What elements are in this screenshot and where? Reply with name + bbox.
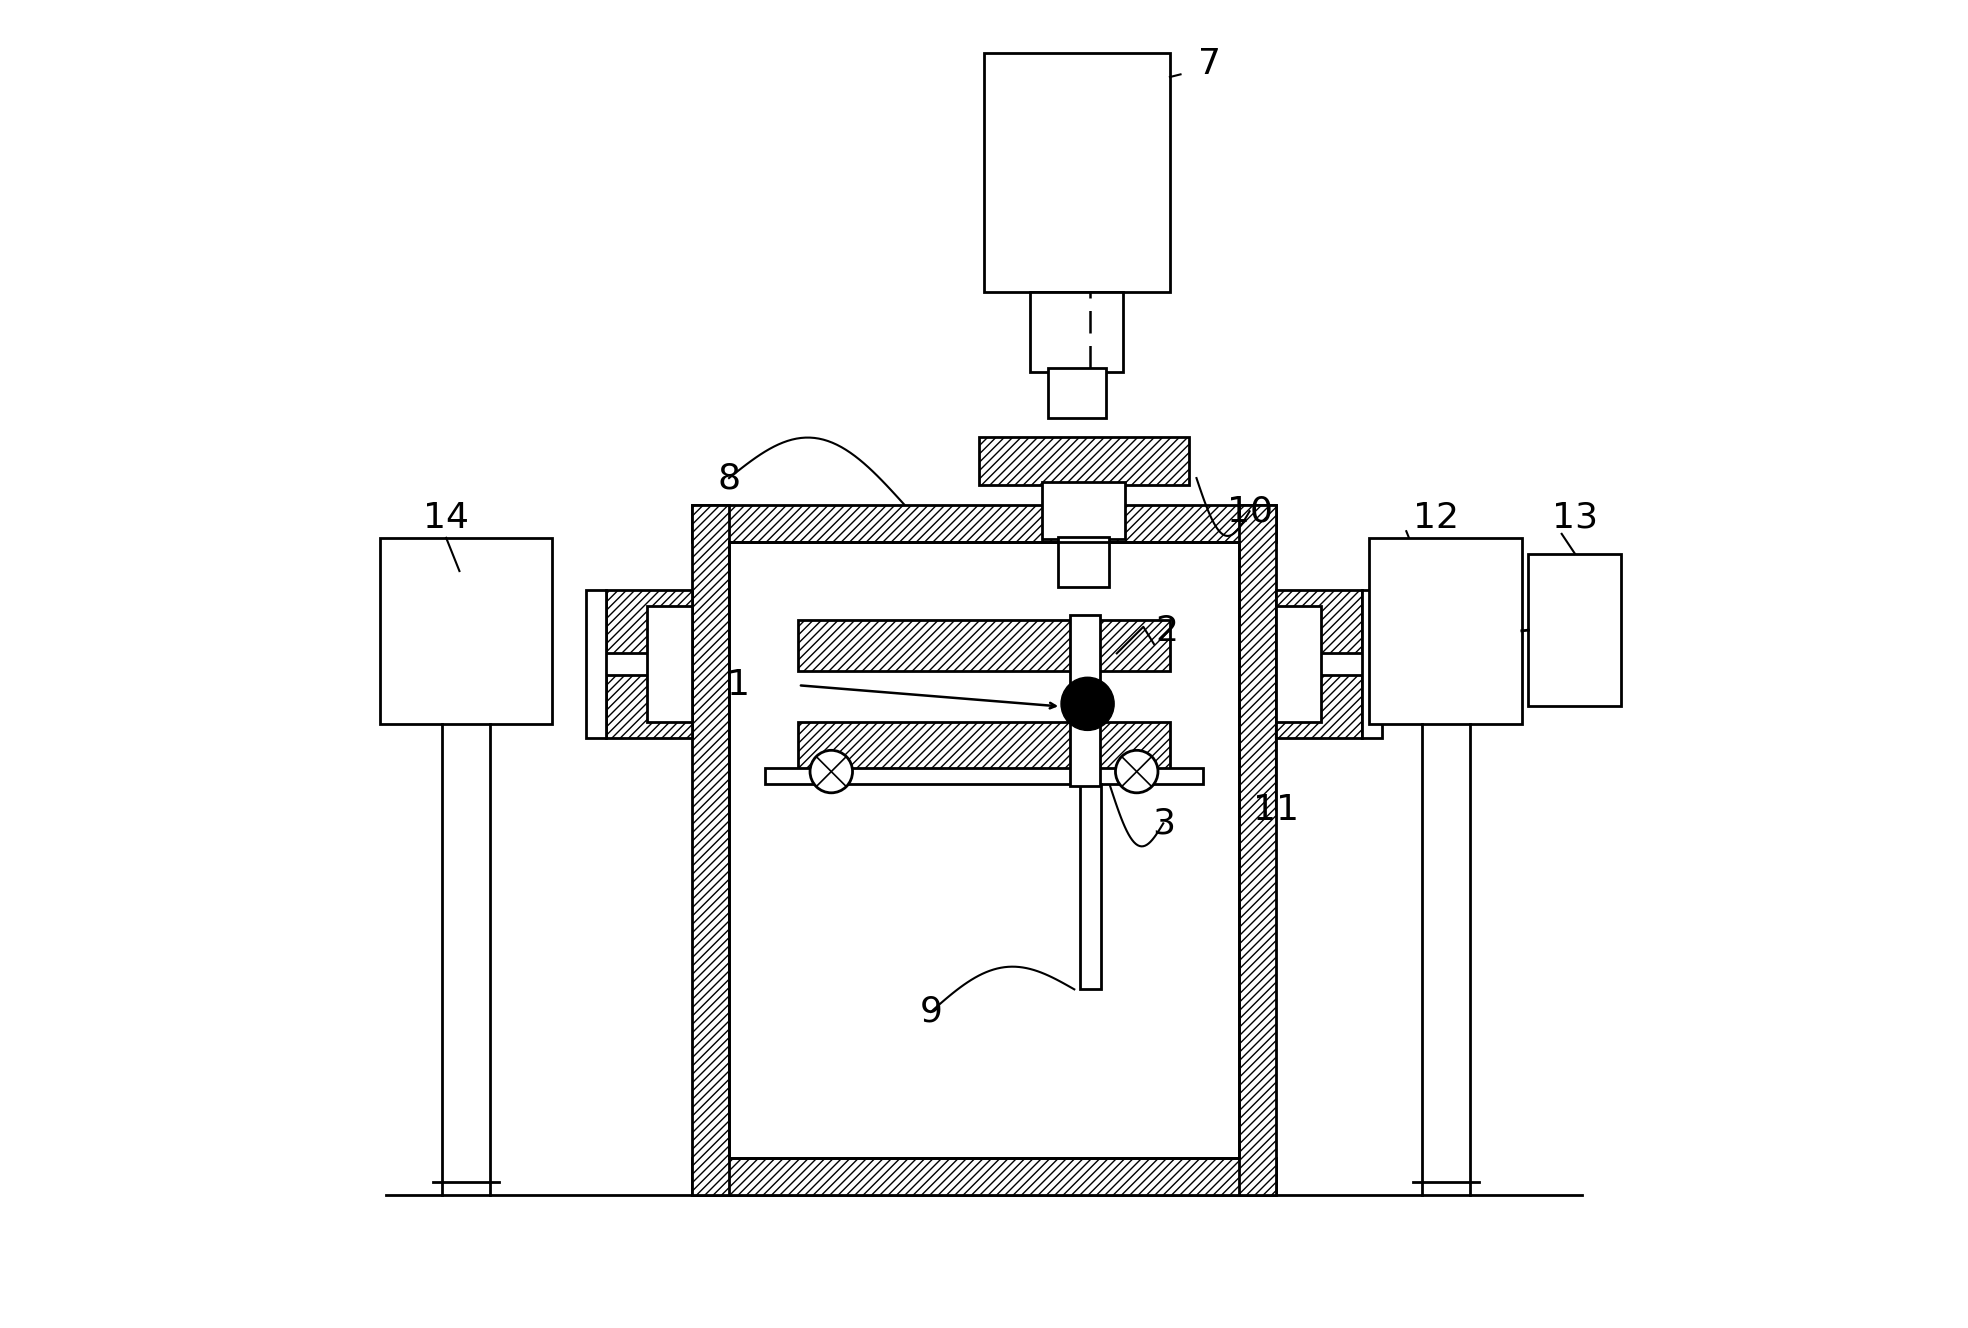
Bar [1529,554,1622,706]
Text: 7: 7 [1199,46,1222,81]
Circle shape [1116,750,1157,793]
Bar [1071,717,1100,786]
Bar [606,590,693,653]
Bar [693,1158,1275,1195]
Bar [1047,368,1106,418]
Text: 2: 2 [1155,614,1179,648]
Text: 14: 14 [423,501,468,535]
Bar [606,675,693,738]
Text: 3: 3 [1151,806,1175,841]
Text: 9: 9 [919,995,943,1029]
Bar [1043,482,1126,539]
Text: 10: 10 [1226,494,1273,529]
Bar [1031,292,1124,372]
Text: 1: 1 [726,668,750,703]
Text: 12: 12 [1413,501,1458,535]
Bar [799,620,1169,671]
Bar [1275,590,1362,653]
Bar [978,437,1189,485]
Bar [1080,784,1100,989]
Bar [693,505,728,1195]
Bar [1059,537,1108,587]
Circle shape [811,750,852,793]
Bar [728,542,1240,1158]
Bar [1071,615,1100,684]
Bar [586,590,606,738]
Bar [1275,606,1321,722]
Text: 8: 8 [718,461,740,495]
Bar [766,768,1202,784]
Bar [1240,505,1275,1195]
Bar [799,722,1169,773]
Bar [380,538,553,724]
Bar [1362,590,1382,738]
Bar [647,606,693,722]
Bar [1275,675,1362,738]
Bar [984,53,1169,292]
Bar [693,505,1275,542]
Text: 11: 11 [1254,793,1299,827]
Bar [1370,538,1521,724]
Text: 13: 13 [1553,501,1598,535]
Circle shape [1061,677,1114,730]
